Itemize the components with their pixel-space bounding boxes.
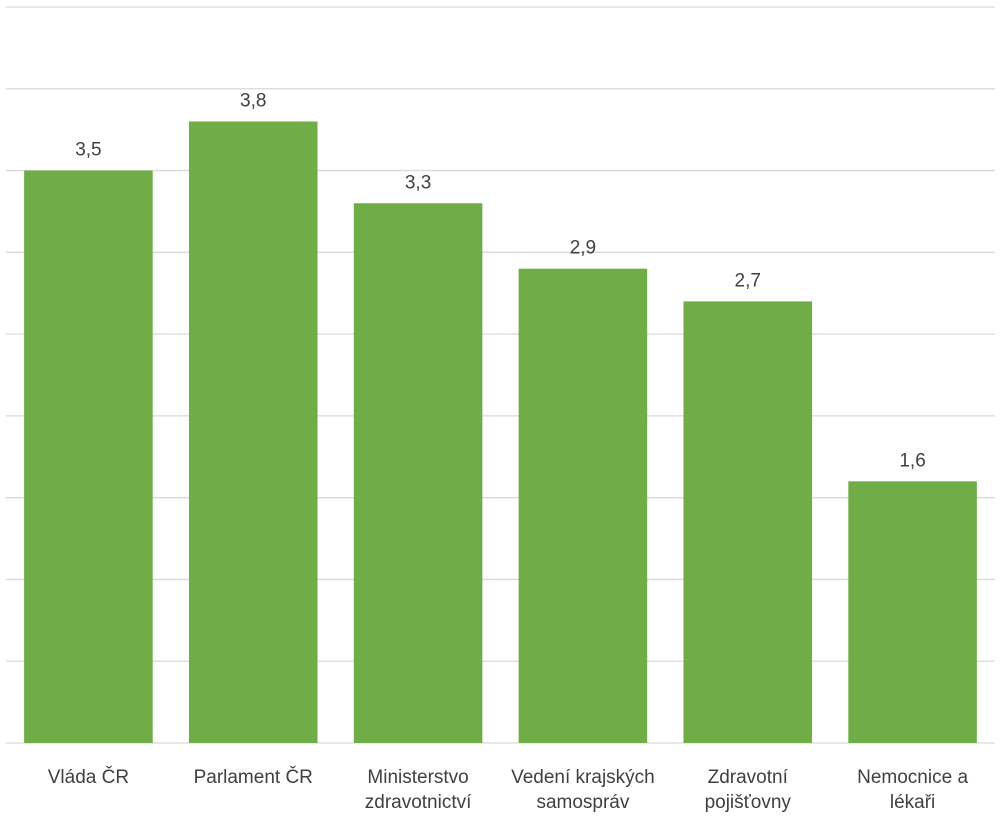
bars [24,121,977,744]
data-label: 2,9 [570,238,596,259]
category-label: Vláda ČR [48,766,129,788]
category-label-line: Vedení krajských [511,767,655,788]
category-label-line: Vláda ČR [48,766,129,788]
category-label-line: lékaři [890,792,935,813]
data-labels: 3,5 3,8 3,3 2,9 2,7 1,6 [75,90,926,471]
category-label-line: Zdravotní [708,767,789,788]
data-label: 2,7 [735,270,761,291]
category-label-line: Ministerstvo [367,767,468,788]
category-label: Parlament ČR [194,766,313,788]
data-label: 1,6 [899,450,925,471]
category-label: Zdravotní pojišťovny [705,767,792,813]
gridlines [6,6,995,744]
data-label: 3,8 [240,90,266,111]
bar [188,121,318,743]
category-label-line: Parlament ČR [194,766,313,788]
category-label: Nemocnice a lékaři [857,767,968,813]
category-label-line: Nemocnice a [857,767,968,788]
data-label: 3,3 [405,172,431,193]
data-label: 3,5 [75,140,101,161]
bar [848,481,977,743]
category-label-line: pojišťovny [705,792,792,813]
bar [24,170,153,744]
category-label-line: zdravotnictví [365,792,472,813]
bar [518,268,648,743]
category-label: Ministerstvo zdravotnictví [365,767,472,813]
bar [683,301,813,743]
category-labels: Vláda ČR Parlament ČR Ministerstvo zdravotn… [48,766,969,813]
category-label: Vedení krajských samospráv [511,767,655,813]
category-label-line: samospráv [536,792,629,813]
bar [353,203,483,743]
